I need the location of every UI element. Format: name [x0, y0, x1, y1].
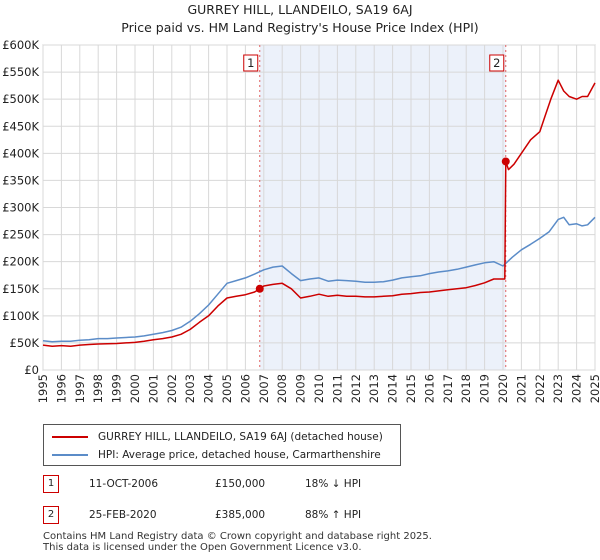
x-tick-label: 1995	[36, 374, 50, 403]
transaction-hpi-change: 18% ↓ HPI	[305, 478, 362, 490]
annotation-label: 2	[493, 56, 500, 70]
x-tick-label: 2007	[257, 374, 271, 403]
series-lines	[42, 79, 596, 347]
y-tick-label: £0	[24, 363, 39, 377]
chart-subtitle: Price paid vs. HM Land Registry's House …	[121, 20, 478, 35]
x-tick-label: 2016	[422, 374, 436, 403]
x-tick-label: 1999	[110, 374, 124, 403]
x-tick-label: 1997	[73, 374, 87, 403]
x-tick-label: 2004	[202, 374, 216, 403]
y-tick-label: £450K	[2, 119, 39, 133]
x-tick-label: 2010	[312, 374, 326, 403]
x-tick-label: 2019	[478, 374, 492, 403]
y-tick-label: £500K	[2, 92, 39, 106]
footer-notice: Contains HM Land Registry data © Crown c…	[43, 531, 432, 553]
price-chart: GURREY HILL, LLANDEILO, SA19 6AJ Price p…	[2, 2, 600, 403]
transaction-number-badge: 1	[43, 475, 59, 493]
transaction-price: £150,000	[215, 478, 266, 490]
annotation-label: 1	[247, 56, 254, 70]
legend-item-property: GURREY HILL, LLANDEILO, SA19 6AJ (detach…	[52, 428, 383, 446]
x-tick-label: 2022	[533, 374, 547, 403]
x-tick-label: 2021	[514, 374, 528, 403]
x-tick-label: 1998	[91, 374, 105, 403]
x-tick-label: 2015	[404, 374, 418, 403]
x-tick-label: 2008	[275, 374, 289, 403]
transaction-date: 25-FEB-2020	[89, 509, 157, 521]
y-tick-label: £50K	[10, 336, 40, 350]
sale-points	[255, 157, 510, 293]
x-tick-label: 2009	[294, 374, 308, 403]
x-tick-label: 2011	[330, 374, 344, 403]
legend-label-property: GURREY HILL, LLANDEILO, SA19 6AJ (detach…	[98, 431, 383, 443]
footer-licence: This data is licensed under the Open Gov…	[43, 542, 362, 553]
series-line-hpi	[42, 216, 596, 343]
x-tick-label: 2013	[367, 374, 381, 403]
x-tick-label: 2012	[349, 374, 363, 403]
transaction-number-badge: 2	[43, 506, 59, 524]
legend-label-hpi: HPI: Average price, detached house, Carm…	[98, 449, 381, 461]
annotation-box	[489, 54, 505, 72]
y-axis-ticks: £0 £50K £100K £150K £200K £250K £300K £350K £400…	[2, 38, 39, 377]
x-tick-label: 2000	[128, 374, 142, 403]
gridlines	[42, 44, 596, 371]
transaction-hpi-change: 88% ↑ HPI	[305, 509, 362, 521]
x-tick-label: 2005	[220, 374, 234, 403]
x-tick-label: 1996	[54, 374, 68, 403]
x-tick-label: 2002	[165, 374, 179, 403]
x-tick-label: 2006	[238, 374, 252, 403]
x-tick-label: 2003	[183, 374, 197, 403]
sale-point	[255, 284, 264, 293]
x-tick-label: 2014	[386, 374, 400, 403]
x-tick-label: 2018	[459, 374, 473, 403]
annotation-box	[243, 54, 259, 72]
x-tick-label: 2023	[551, 374, 565, 403]
y-tick-label: £550K	[2, 65, 39, 79]
y-tick-label: £150K	[2, 282, 39, 296]
legend: GURREY HILL, LLANDEILO, SA19 6AJ (detach…	[43, 424, 401, 466]
x-tick-label: 2001	[146, 374, 160, 403]
x-tick-label: 2025	[588, 374, 600, 403]
series-line-property	[42, 79, 596, 347]
y-tick-label: £250K	[2, 228, 39, 242]
y-tick-label: £350K	[2, 173, 39, 187]
x-tick-label: 2020	[496, 374, 510, 403]
y-tick-label: £100K	[2, 309, 39, 323]
sale-point	[501, 157, 510, 166]
chart-title: GURREY HILL, LLANDEILO, SA19 6AJ	[187, 2, 412, 17]
y-tick-label: £300K	[2, 201, 39, 215]
y-tick-label: £200K	[2, 255, 39, 269]
legend-swatch-hpi	[52, 454, 88, 456]
legend-swatch-property	[52, 436, 88, 438]
x-tick-label: 2017	[441, 374, 455, 403]
y-tick-label: £600K	[2, 38, 39, 52]
sale-markers	[259, 45, 507, 370]
x-axis-ticks: 1995 1996 1997 1998 1999 2000 2001 2002 2003 2004…	[36, 374, 600, 403]
x-tick-label: 2024	[570, 374, 584, 403]
transaction-date: 11-OCT-2006	[89, 478, 158, 490]
legend-item-hpi: HPI: Average price, detached house, Carm…	[52, 446, 381, 464]
footer-copyright: Contains HM Land Registry data © Crown c…	[43, 531, 432, 542]
y-tick-label: £400K	[2, 146, 39, 160]
transaction-price: £385,000	[215, 509, 266, 521]
